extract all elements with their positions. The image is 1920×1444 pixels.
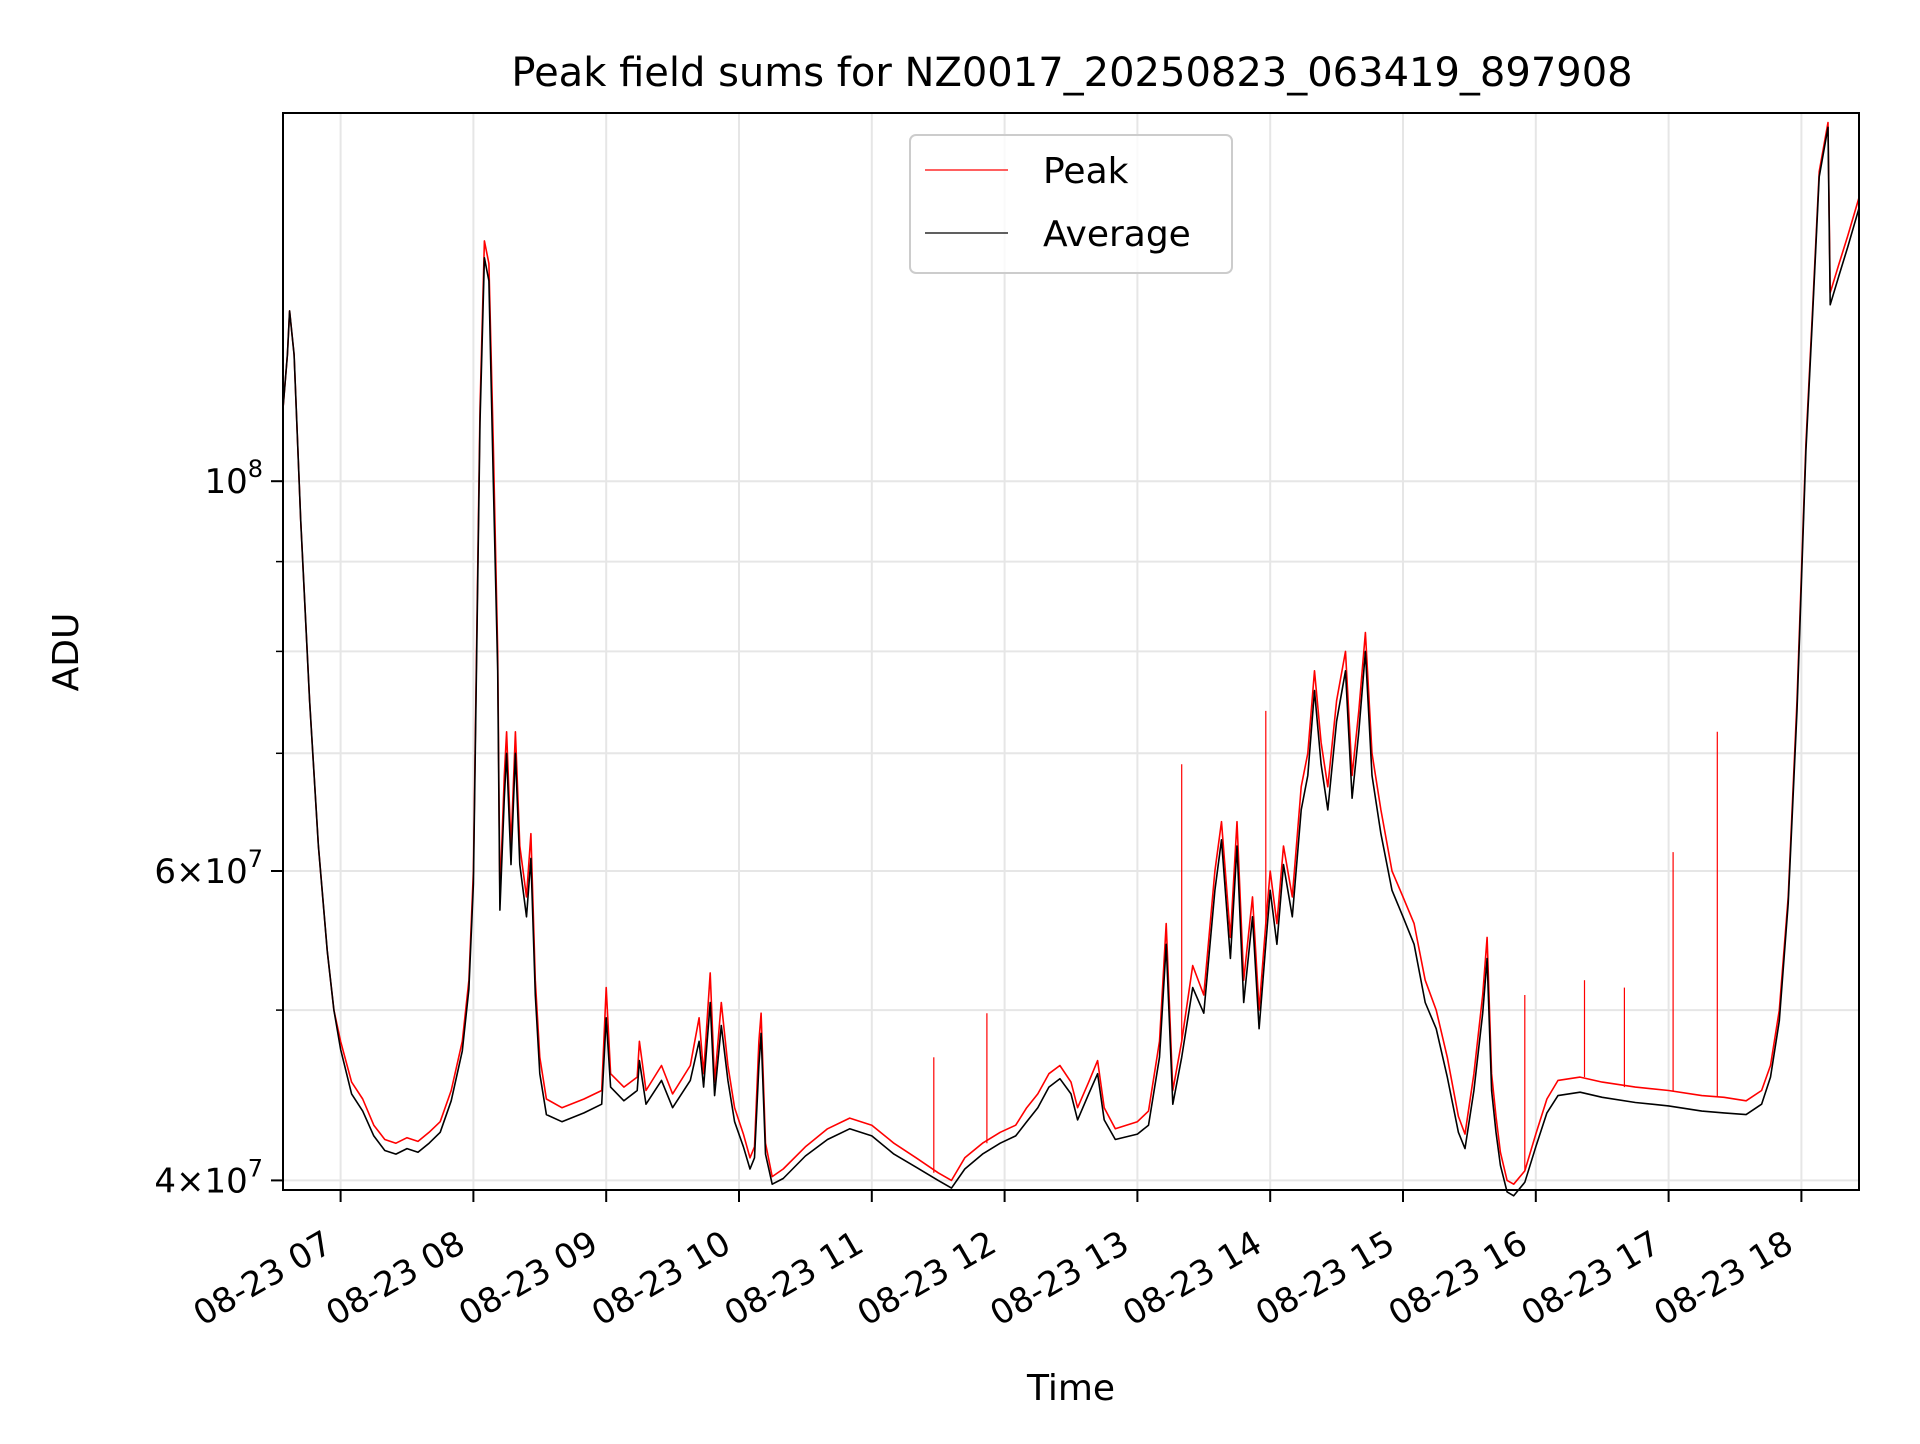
y-tick-label: 108	[204, 455, 263, 502]
x-axis-label: Time	[1026, 1368, 1115, 1409]
series-layer	[282, 121, 1860, 1197]
series-line-average	[282, 126, 1860, 1197]
grid-layer	[283, 113, 1859, 1190]
y-tick-label: 4×107	[154, 1154, 263, 1201]
y-axis-ticks: 4×107 6×107 108	[154, 455, 283, 1201]
legend-label-peak: Peak	[1043, 151, 1129, 192]
legend: Peak Average	[909, 134, 1233, 274]
y-tick-label: 6×107	[154, 845, 263, 892]
legend-label-average: Average	[1043, 214, 1191, 255]
chart-title: Peak field sums for NZ0017_20250823_0634…	[511, 50, 1632, 96]
y-axis-label: ADU	[46, 613, 87, 692]
